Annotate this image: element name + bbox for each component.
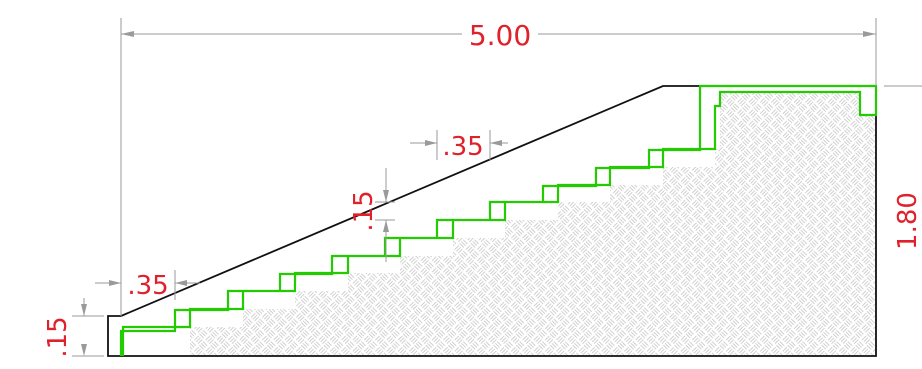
tread-top-dimension [410,130,508,160]
riser-mid-dimension [375,168,395,262]
right-height-label: 1.80 [893,192,922,250]
overall-width-label: 5.00 [469,19,531,52]
overall-width-dimension [120,18,877,316]
tread-bottom-label: .35 [127,271,168,301]
tread-bottom-dimension [95,270,200,300]
riser-bottom-dimension [72,298,104,357]
step-profile [119,84,878,356]
hatch-fill [190,92,876,356]
riser-mid-label: .15 [349,190,379,231]
riser-bottom-label: .15 [43,316,73,357]
section-outline [107,85,877,357]
tread-top-label: .35 [442,132,483,162]
